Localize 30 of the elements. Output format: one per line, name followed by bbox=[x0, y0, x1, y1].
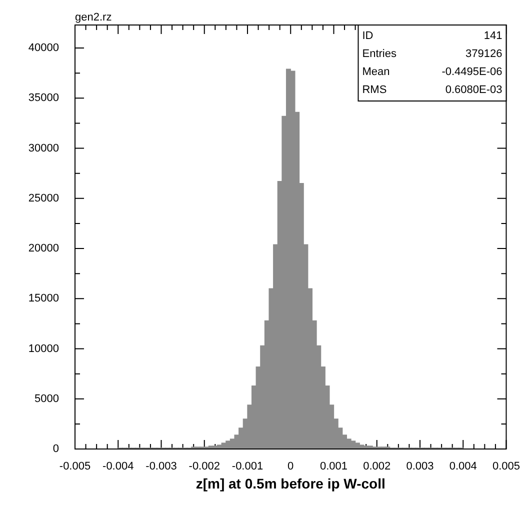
annotation: 0.6080E-03 bbox=[445, 84, 502, 96]
x-tick-label: 0.003 bbox=[406, 460, 434, 473]
x-tick-label: -0.004 bbox=[102, 460, 134, 473]
y-tick-label: 25000 bbox=[28, 192, 59, 204]
y-tick-label: 35000 bbox=[28, 92, 59, 104]
x-tick-label: 0.002 bbox=[363, 460, 391, 473]
annotation: Entries bbox=[362, 48, 397, 60]
x-tick-label: 0.004 bbox=[449, 460, 477, 473]
annotation: ID bbox=[362, 30, 374, 42]
chart-title: gen2.rz bbox=[75, 12, 112, 24]
y-tick-label: 40000 bbox=[28, 42, 59, 54]
y-tick-label: 15000 bbox=[28, 292, 59, 305]
y-tick-label: 0 bbox=[52, 443, 59, 456]
y-tick-label: 5000 bbox=[34, 392, 59, 405]
y-tick-label: 20000 bbox=[28, 242, 59, 255]
annotation: Mean bbox=[362, 66, 390, 78]
x-tick-label: -0.003 bbox=[146, 460, 177, 473]
x-tick-label: 0.001 bbox=[320, 460, 348, 473]
y-tick-label: 30000 bbox=[28, 142, 59, 154]
y-tick-label: 10000 bbox=[28, 342, 59, 355]
x-tick-label: -0.001 bbox=[232, 460, 264, 473]
annotation: 379126 bbox=[466, 48, 502, 60]
x-tick-label: 0 bbox=[288, 460, 294, 473]
annotation: -0.4495E-06 bbox=[442, 66, 502, 78]
x-tick-label: -0.005 bbox=[59, 460, 91, 473]
x-axis-title: z[m] at 0.5m before ip W-coll bbox=[196, 475, 386, 492]
x-tick-label: 0.005 bbox=[492, 460, 520, 473]
x-tick-label: -0.002 bbox=[188, 460, 220, 473]
annotation: 141 bbox=[484, 30, 502, 42]
annotation: RMS bbox=[362, 84, 387, 96]
